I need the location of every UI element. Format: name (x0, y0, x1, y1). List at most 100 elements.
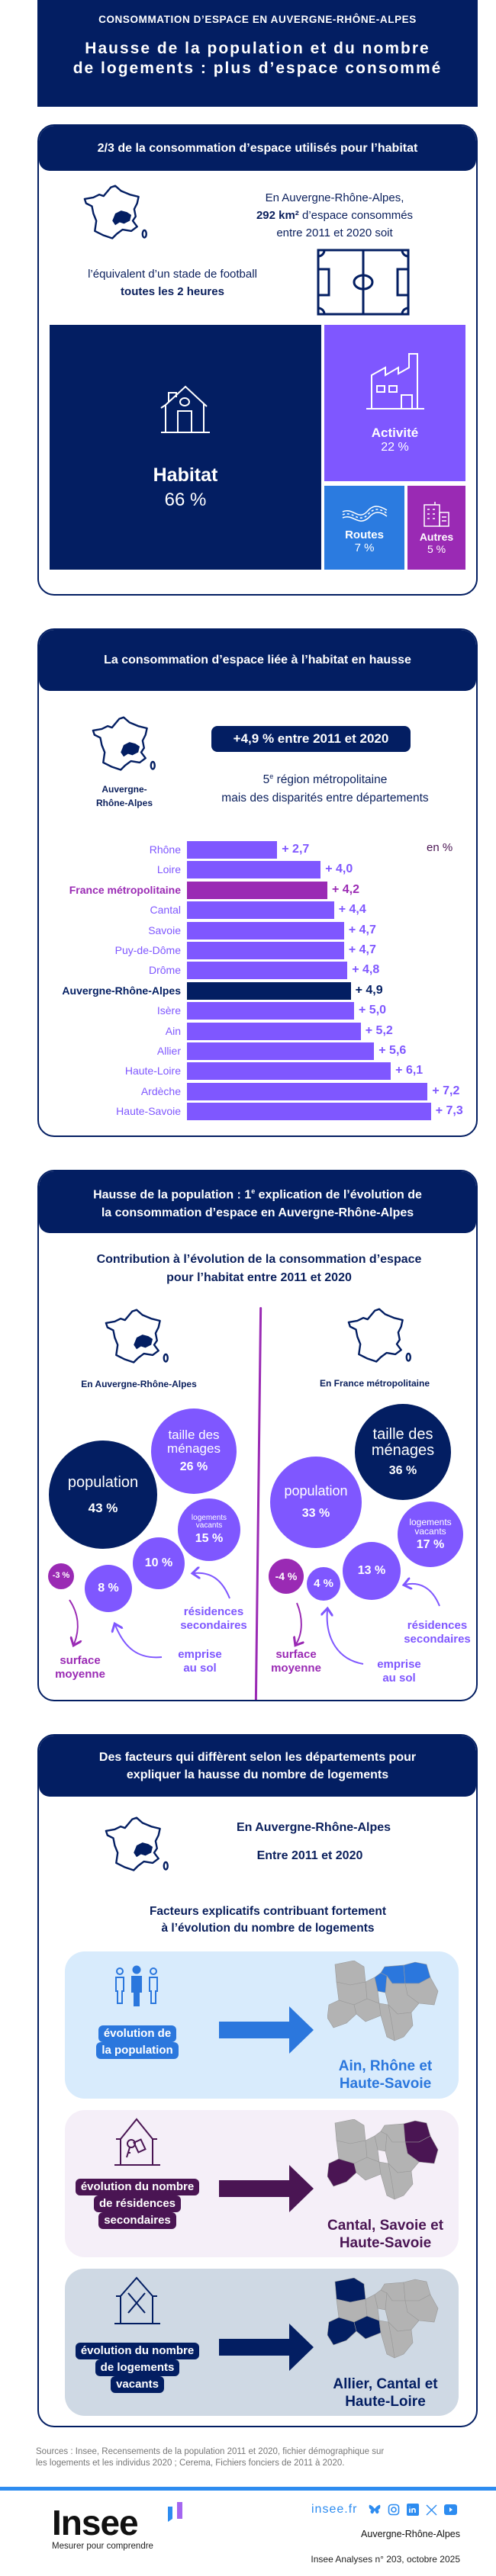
bar-category-label: Auvergne-Rhône-Alpes (62, 984, 181, 997)
factor-panel: évolution de la population Ain, Rhône et Ha… (65, 1951, 459, 2099)
section-habitat-growth: La consommation d’espace liée à l’habita… (37, 628, 478, 1137)
label-line: surface (60, 1654, 101, 1667)
house-keys-icon (114, 2118, 160, 2166)
footer-rule (0, 2487, 496, 2491)
rank-sup: e (269, 772, 274, 780)
arrow-icon (115, 1625, 163, 1659)
department-ardèche (378, 2003, 395, 2041)
footer-links: insee.fr (311, 2503, 458, 2517)
bar-category-label: Puy-de-Dôme (114, 944, 181, 956)
factor-panel: évolution du nombre de logements vacants Al… (65, 2269, 459, 2416)
label-surface-ara: surface moyenne (50, 1654, 111, 1681)
result-line2: Haute-Savoie (339, 2075, 432, 2092)
section-habitat-share: 2/3 de la consommation d’espace utilisés… (37, 124, 478, 596)
arrow-icon (69, 1599, 78, 1644)
intro-line3: entre 2011 et 2020 soit (276, 226, 393, 239)
treemap-value-autres: 5 % (427, 543, 446, 555)
department-cantal (327, 2158, 357, 2187)
insee-logo[interactable]: Insee Mesurer pour comprendre (52, 2502, 182, 2551)
treemap-value-habitat: 66 % (164, 490, 207, 510)
sources-line2: les logements et les individus 2020 ; Ce… (36, 2459, 345, 2468)
arrow-right-icon (219, 2006, 314, 2054)
bubble-value: 10 % (144, 1556, 173, 1569)
subtitle-line2: à l’évolution du nombre de logements (161, 1922, 375, 1935)
arrow-icon (327, 1610, 364, 1665)
equiv-line1: l’équivalent d’un stade de football (88, 268, 257, 281)
result-line2: Haute-Loire (345, 2393, 426, 2410)
factors-subtitle: Facteurs explicatifs contribuant forteme… (115, 1903, 420, 1937)
x-icon[interactable] (426, 2504, 437, 2516)
bar (187, 1062, 391, 1081)
title-line2: la consommation d’espace en Auvergne-Rhô… (101, 1206, 414, 1219)
bar (187, 1103, 431, 1121)
bar (187, 981, 351, 1000)
bar-value-label: + 4,2 (331, 882, 359, 896)
section-factors: Des facteurs qui diffèrent selon les dép… (37, 1734, 478, 2427)
left-label: En Auvergne-Rhône-Alpes (81, 1379, 197, 1389)
department-ardèche (378, 2320, 395, 2359)
page-title-line2: de logements : plus d’espace consommé (72, 59, 443, 77)
subtitle-line1: Facteurs explicatifs contribuant forteme… (149, 1905, 387, 1918)
bar (187, 942, 344, 959)
youtube-icon[interactable] (444, 2504, 458, 2515)
bar (187, 921, 344, 940)
bar (187, 1082, 428, 1100)
bubble-value: 33 % (301, 1507, 330, 1521)
department-cantal (327, 1999, 357, 2028)
bar-value-label: + 4,7 (348, 943, 376, 956)
bubble-secondaires-ara: 10 % (133, 1537, 185, 1589)
treemap-label-routes: Routes (345, 528, 384, 541)
bar (187, 962, 348, 980)
people-icon (115, 1965, 158, 2006)
label-line: secondaires (404, 1633, 471, 1646)
result-line1: Ain, Rhône et (338, 2058, 433, 2074)
bluesky-icon[interactable] (369, 2504, 381, 2515)
factor-label-line: secondaires (98, 2212, 176, 2229)
factory-icon (366, 352, 424, 410)
ara-departments-map (327, 2119, 439, 2200)
section-header: Des facteurs qui diffèrent selon les dép… (39, 1736, 476, 1797)
map-label-line2: Rhône-Alpes (95, 798, 153, 808)
bar (187, 901, 334, 920)
bar-value-label: + 4,9 (355, 983, 383, 997)
linkedin-icon[interactable] (407, 2504, 420, 2516)
bubble-name: ménages (371, 1441, 435, 1459)
bubble-value: -3 % (52, 1571, 70, 1581)
department-loire (365, 1977, 380, 2004)
unit-label: en % (427, 841, 453, 854)
sources-line1: Sources : Insee, Recensements de la popu… (36, 2447, 385, 2456)
bubble-surface-fr: -4 % (269, 1559, 304, 1594)
department-allier (334, 2278, 366, 2303)
bubble-value: 4 % (314, 1577, 333, 1591)
label-surface-fr: surface moyenne (266, 1648, 327, 1675)
factor-label-line: évolution de (98, 2025, 177, 2042)
ara-departments-map (327, 2278, 439, 2359)
treemap-label-activite: Activité (371, 425, 419, 440)
treemap-label-habitat: Habitat (153, 464, 218, 486)
tagline: Mesurer pour comprendre (52, 2542, 153, 2551)
bubble-value: 13 % (357, 1563, 386, 1577)
page-header: CONSOMMATION D’ESPACE EN AUVERGNE-RHÔNE-… (37, 0, 478, 107)
label-emprise-fr: emprise au sol (369, 1658, 430, 1685)
arrow-icon (296, 1602, 301, 1644)
bar-value-label: + 7,2 (432, 1084, 460, 1097)
bubble-name: ménages (167, 1441, 221, 1456)
factor-label-line: de résidences (93, 2195, 182, 2212)
rank-text: 5e région métropolitaine mais des dispar… (176, 767, 474, 808)
vacant-house-icon (114, 2276, 160, 2324)
bar-category-label: Drôme (148, 964, 181, 977)
bubble-name: taille des (168, 1427, 220, 1442)
result-line1: Cantal, Savoie et (327, 2218, 444, 2234)
instagram-icon[interactable] (388, 2504, 400, 2516)
bubble-menages-fr: taille des ménages 36 % (355, 1404, 451, 1500)
intro-km2: 292 km² (256, 209, 299, 222)
france-map-icon (92, 715, 157, 775)
department-bar-chart: Rhône + 2,7 Loire + 4,0 France métropolitain… (39, 841, 476, 1131)
bar-value-label: + 5,6 (378, 1044, 407, 1057)
bubble-value: -4 % (275, 1569, 298, 1582)
site-link[interactable]: insee.fr (311, 2503, 358, 2516)
section-population-contribution: Hausse de la population : 1e explication… (37, 1170, 478, 1701)
footer-publication: Insee Analyses n° 203, octobre 2025 (311, 2554, 460, 2565)
bubble-value: 15 % (195, 1531, 224, 1545)
bubble-vacants-fr: logements vacants 17 % (398, 1502, 463, 1567)
